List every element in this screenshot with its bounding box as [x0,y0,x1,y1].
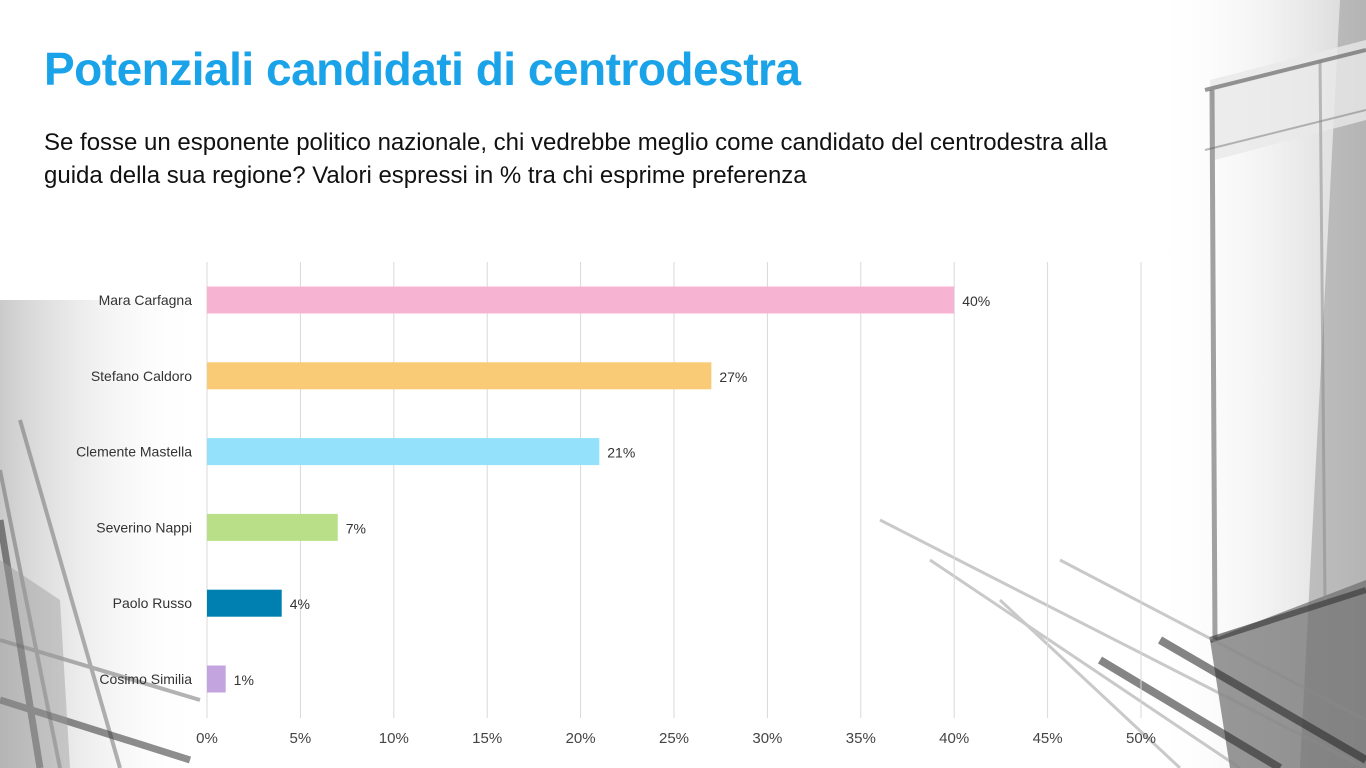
x-tick-label: 45% [1033,730,1063,747]
x-tick-label: 30% [752,730,782,747]
data-label: 27% [719,369,747,385]
bar [207,286,955,314]
bar [207,362,712,390]
x-tick-label: 10% [379,730,409,747]
x-tick-label: 50% [1126,730,1156,747]
x-tick-label: 35% [846,730,876,747]
bar [207,589,282,617]
data-label: 21% [607,445,635,461]
page-subtitle: Se fosse un esponente politico nazionale… [44,129,1108,189]
category-label: Mara Carfagna [99,292,193,308]
x-tick-label: 5% [290,730,312,747]
data-label: 7% [346,520,366,536]
bar [207,438,600,466]
category-label: Paolo Russo [113,595,193,611]
category-label: Stefano Caldoro [91,368,192,384]
data-label: 40% [962,293,990,309]
bar [207,513,338,541]
x-tick-label: 20% [566,730,596,747]
data-label: 4% [290,596,310,612]
x-tick-label: 0% [196,730,218,747]
data-label: 1% [234,672,254,688]
category-label: Cosimo Similia [99,671,192,687]
x-tick-label: 40% [939,730,969,747]
x-tick-label: 25% [659,730,689,747]
page-title: Potenziali candidati di centrodestra [44,43,801,95]
category-label: Clemente Mastella [76,444,192,460]
x-tick-label: 15% [472,730,502,747]
category-label: Severino Nappi [96,519,192,535]
bar [207,665,226,693]
